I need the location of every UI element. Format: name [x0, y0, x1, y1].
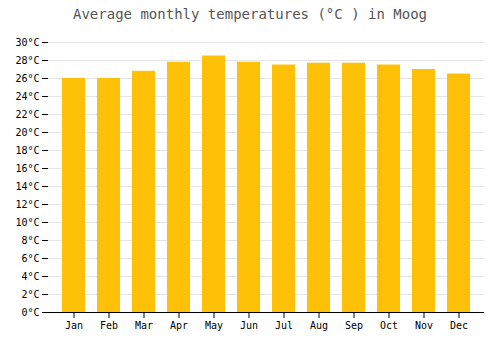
svg-text:12°C: 12°C	[15, 199, 39, 210]
svg-text:24°C: 24°C	[15, 91, 39, 102]
svg-text:Aug: Aug	[310, 320, 328, 331]
svg-text:26°C: 26°C	[15, 73, 39, 84]
svg-text:Sep: Sep	[345, 320, 363, 331]
svg-text:8°C: 8°C	[21, 235, 39, 246]
svg-text:Dec: Dec	[450, 320, 468, 331]
svg-text:16°C: 16°C	[15, 163, 39, 174]
svg-text:6°C: 6°C	[21, 253, 39, 264]
svg-text:30°C: 30°C	[15, 37, 39, 48]
html-text:Average monthly temperatures (: Average monthly temperatures (°C ) in Mo…	[73, 6, 427, 22]
svg-text:Jul: Jul	[275, 320, 293, 331]
svg-text:Oct: Oct	[380, 320, 398, 331]
svg-text:Nov: Nov	[415, 320, 433, 331]
svg-text:14°C: 14°C	[15, 181, 39, 192]
svg-text:10°C: 10°C	[15, 217, 39, 228]
svg-text:Feb: Feb	[100, 320, 118, 331]
svg-text:28°C: 28°C	[15, 55, 39, 66]
svg-text:22°C: 22°C	[15, 109, 39, 120]
svg-text:20°C: 20°C	[15, 127, 39, 138]
svg-text:May: May	[205, 320, 223, 331]
svg-text:4°C: 4°C	[21, 271, 39, 282]
svg-text:Apr: Apr	[170, 320, 188, 331]
svg-text:Jan: Jan	[65, 320, 83, 331]
svg-text:Mar: Mar	[135, 320, 153, 331]
svg-text:0°C: 0°C	[21, 307, 39, 318]
svg-text:18°C: 18°C	[15, 145, 39, 156]
svg-text:Jun: Jun	[240, 320, 258, 331]
svg-text:2°C: 2°C	[21, 289, 39, 300]
